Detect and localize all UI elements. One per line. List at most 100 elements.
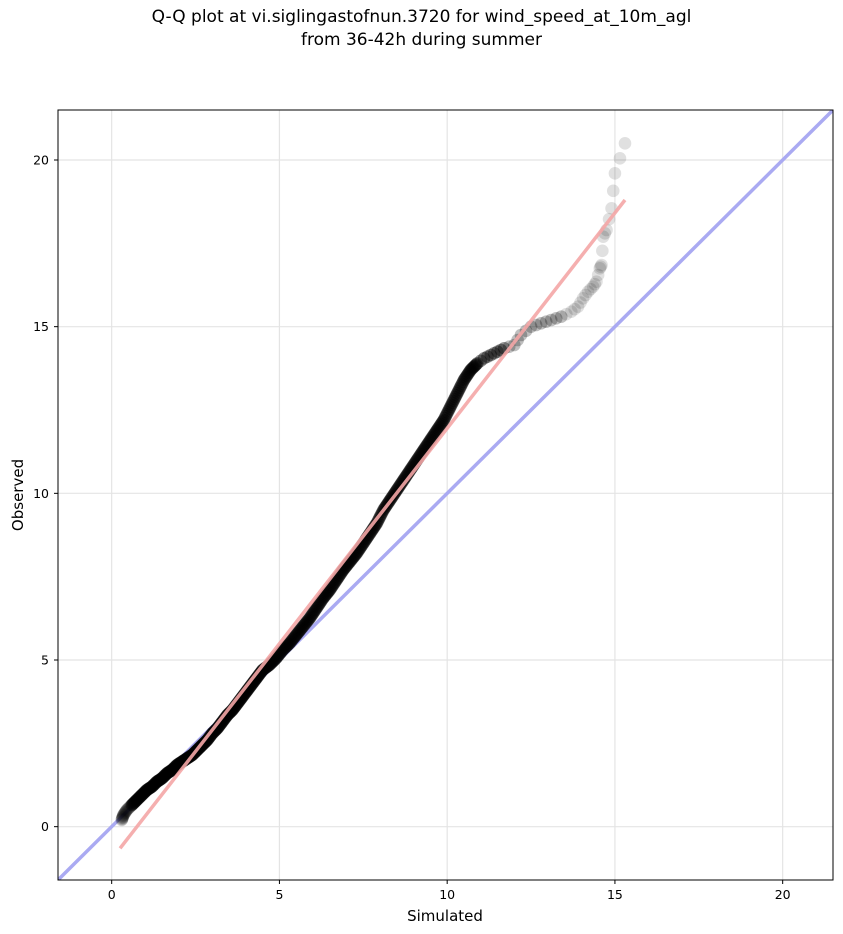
- data-point: [437, 413, 451, 427]
- data-point: [137, 786, 151, 800]
- x-tick-label: 15: [607, 887, 623, 902]
- data-point: [313, 596, 327, 609]
- data-point: [287, 632, 300, 645]
- data-point: [297, 619, 311, 632]
- data-point: [316, 592, 330, 605]
- data-point: [396, 475, 409, 488]
- data-point: [129, 795, 142, 808]
- data-point: [449, 388, 463, 402]
- data-point: [477, 352, 491, 365]
- data-point: [448, 392, 461, 406]
- data-point: [148, 777, 162, 791]
- data-point: [168, 760, 182, 774]
- data-point: [290, 627, 304, 641]
- data-point: [295, 621, 309, 635]
- data-point: [137, 787, 150, 800]
- data-point: [453, 381, 467, 394]
- y-tick-label: 10: [33, 486, 49, 501]
- y-axis-ticks: 0 5 10 15 20: [33, 153, 58, 834]
- data-point: [156, 771, 170, 784]
- data-point: [395, 476, 408, 490]
- data-point: [544, 313, 558, 327]
- data-point: [457, 373, 471, 387]
- data-point: [166, 762, 180, 776]
- data-point: [147, 778, 160, 792]
- data-point: [162, 766, 175, 779]
- data-point: [596, 244, 609, 258]
- data-point: [147, 778, 161, 791]
- data-point: [449, 390, 462, 404]
- data-point: [140, 783, 154, 797]
- data-point: [124, 799, 138, 813]
- data-point: [133, 790, 147, 804]
- data-point: [467, 360, 480, 374]
- data-point: [289, 628, 303, 642]
- data-point: [301, 614, 315, 628]
- data-points: [115, 137, 632, 827]
- y-tick-label: 20: [33, 153, 49, 168]
- data-point: [154, 772, 168, 786]
- data-point: [428, 426, 442, 440]
- data-point: [118, 807, 131, 820]
- data-point: [310, 602, 323, 615]
- data-point: [292, 625, 306, 638]
- data-point: [456, 375, 470, 389]
- data-point: [208, 724, 222, 737]
- data-point: [157, 770, 170, 784]
- data-point: [157, 769, 171, 783]
- data-point: [278, 641, 292, 655]
- data-point: [145, 780, 159, 793]
- data-point: [306, 607, 319, 621]
- data-point: [465, 362, 478, 376]
- data-point: [291, 626, 305, 639]
- chart-title-line-2: from 36-42h during summer: [301, 30, 542, 50]
- chart-title-line-1: Q-Q plot at vi.siglingastofnun.3720 for …: [151, 7, 692, 27]
- data-point: [296, 620, 310, 633]
- data-point: [469, 358, 482, 372]
- data-point: [303, 612, 316, 625]
- data-point: [618, 137, 632, 150]
- data-point: [433, 419, 447, 433]
- data-point: [153, 773, 167, 787]
- x-tick-label: 5: [275, 887, 283, 902]
- data-point: [286, 633, 299, 647]
- data-point: [151, 774, 164, 788]
- data-point: [139, 784, 153, 798]
- data-point: [462, 366, 476, 380]
- data-point: [160, 767, 174, 780]
- data-point: [126, 797, 139, 811]
- data-point: [554, 310, 568, 323]
- data-point: [142, 782, 155, 796]
- data-point: [590, 275, 603, 288]
- data-point: [579, 288, 592, 302]
- data-point: [470, 357, 483, 371]
- data-point: [320, 587, 334, 600]
- data-point: [317, 590, 331, 604]
- data-point: [430, 423, 444, 437]
- data-point: [445, 398, 458, 412]
- data-point: [613, 152, 627, 165]
- data-point: [519, 324, 533, 338]
- data-point: [123, 800, 136, 814]
- data-point: [588, 277, 602, 291]
- data-point: [169, 760, 182, 773]
- data-point: [327, 577, 340, 591]
- data-point: [167, 761, 181, 775]
- data-point: [272, 648, 286, 662]
- data-point: [474, 354, 488, 368]
- data-point: [438, 411, 452, 425]
- data-point: [138, 785, 152, 799]
- data-point: [165, 764, 178, 777]
- data-point: [161, 766, 175, 780]
- data-point: [315, 593, 329, 607]
- data-point: [149, 776, 162, 790]
- data-point: [539, 315, 553, 328]
- data-point: [134, 790, 147, 803]
- data-point: [584, 282, 597, 296]
- data-point: [115, 812, 129, 825]
- data-point: [120, 803, 134, 817]
- data-point: [426, 429, 440, 443]
- data-point: [141, 783, 154, 796]
- data-point: [464, 363, 477, 377]
